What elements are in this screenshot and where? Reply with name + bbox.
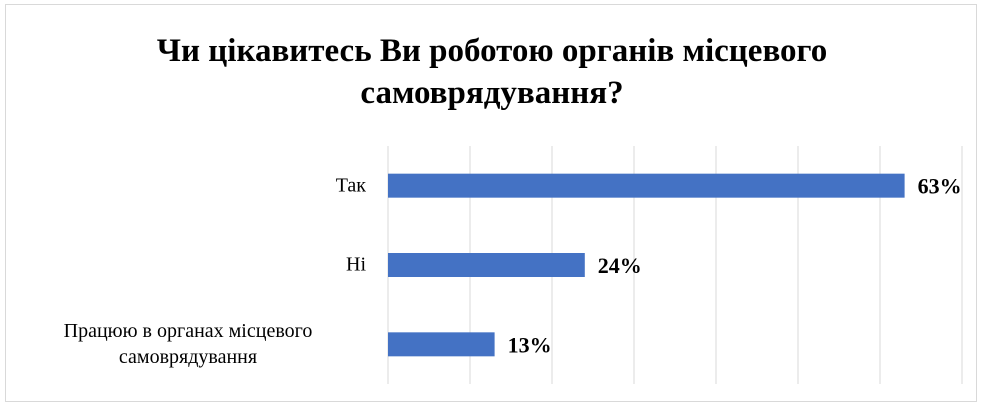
value-labels: 63% 24% 13% [508,174,962,358]
bar [388,173,905,198]
value-label: 24% [598,253,642,278]
chart-title-line-1: Чи цікавитесь Ви роботою органів місцево… [156,33,828,69]
chart-title: Чи цікавитесь Ви роботою органів місцево… [0,30,984,114]
category-label: Так [336,174,367,196]
bar [388,253,585,277]
value-label: 63% [918,174,962,199]
category-label: Працюю в органах місцевого самоврядування [64,320,313,368]
category-labels: Так Ні Працюю в органах місцевого самовряду… [64,174,367,368]
value-label: 13% [508,332,552,357]
bar [388,332,495,357]
chart-title-line-2: самоврядування? [360,75,624,111]
bars [388,173,905,357]
category-label: Ні [346,254,366,276]
